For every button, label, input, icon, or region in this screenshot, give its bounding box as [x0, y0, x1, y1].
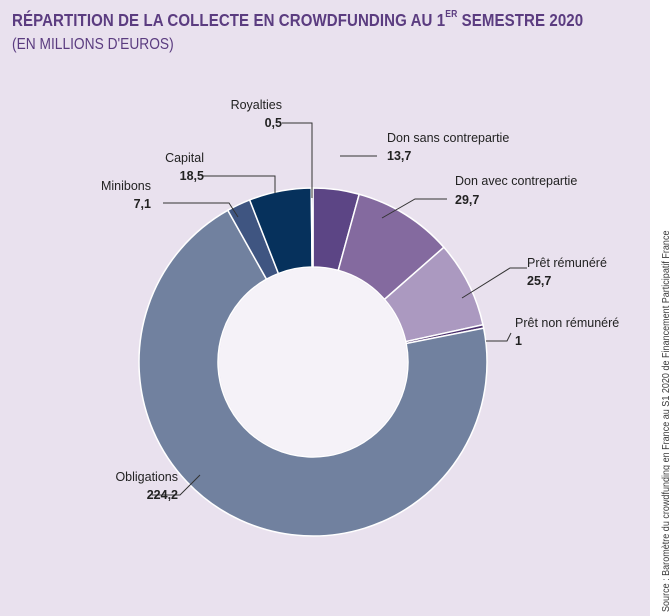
slice-value-capital: 18,5 — [180, 169, 204, 183]
slice-label-capital: Capital — [165, 151, 204, 165]
slice-value-pr-t-non-r-mun-r-: 1 — [515, 334, 522, 348]
slice-label-royalties: Royalties — [231, 98, 282, 112]
chart-title: RÉPARTITION DE LA COLLECTE EN CROWDFUNDI… — [12, 9, 584, 30]
chart-subtitle: (EN MILLIONS D'EUROS) — [12, 36, 174, 53]
slice-label-minibons: Minibons — [101, 179, 151, 193]
leader-line-obligations — [152, 474, 201, 496]
leader-line-capital — [203, 175, 276, 193]
slice-value-don-sans-contrepartie: 13,7 — [387, 149, 411, 163]
slice-label-pr-t-r-mun-r-: Prêt rémunéré — [527, 256, 607, 270]
donut-hole — [219, 268, 407, 456]
slice-royalties — [310, 187, 314, 268]
slice-obligations — [138, 209, 488, 537]
slice-value-obligations: 224,2 — [147, 488, 178, 502]
slice-label-don-avec-contrepartie: Don avec contrepartie — [455, 174, 577, 188]
leader-line-pr-t-r-mun-r- — [461, 267, 527, 299]
leader-line-don-avec-contrepartie — [381, 198, 447, 219]
slice-label-obligations: Obligations — [115, 470, 178, 484]
slice-value-don-avec-contrepartie: 29,7 — [455, 193, 479, 207]
slice-value-pr-t-r-mun-r-: 25,7 — [527, 274, 551, 288]
source-note: Source : Baromètre du crowdfunding en Fr… — [660, 230, 670, 612]
leader-line-pr-t-non-r-mun-r- — [486, 332, 512, 342]
slice-label-don-sans-contrepartie: Don sans contrepartie — [387, 131, 509, 145]
leader-line-royalties — [282, 122, 313, 198]
slice-value-minibons: 7,1 — [134, 197, 151, 211]
slice-label-pr-t-non-r-mun-r-: Prêt non rémunéré — [515, 316, 619, 330]
leader-line-minibons — [163, 202, 239, 218]
slice-value-royalties: 0,5 — [265, 116, 282, 130]
